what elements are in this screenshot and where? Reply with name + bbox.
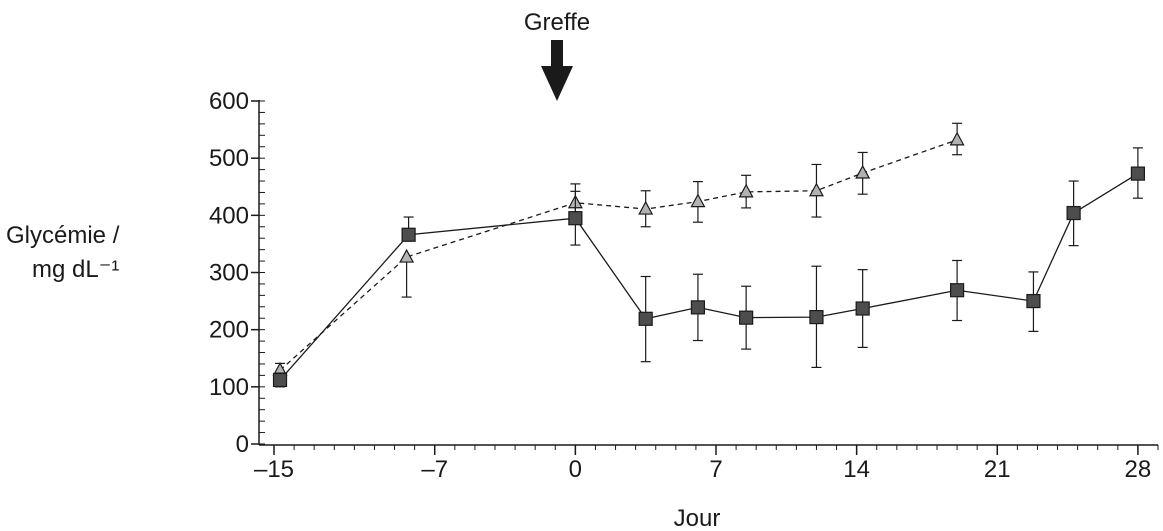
x-axis-title: Jour: [674, 505, 721, 531]
data-point-triangle: [855, 164, 871, 179]
x-tick-label: –7: [421, 456, 448, 483]
series-square: [272, 147, 1146, 388]
y-tick-label: 400: [209, 202, 249, 229]
series-line: [279, 139, 958, 371]
y-axis-title-line1: Glycémie /: [6, 222, 120, 249]
x-tick-label: 21: [984, 456, 1011, 483]
data-point-triangle: [949, 131, 965, 146]
y-axis-title-line2: mg dL⁻¹: [32, 256, 119, 283]
y-tick-label: 300: [209, 260, 249, 287]
data-point-square: [855, 301, 870, 316]
graft-annotation-label: Greffe: [524, 9, 590, 36]
y-tick-label: 0: [236, 431, 249, 458]
data-point-square: [949, 283, 965, 298]
y-tick-label: 200: [209, 317, 249, 344]
data-point-square: [1130, 166, 1146, 181]
data-point-triangle: [399, 248, 415, 263]
y-tick-label: 600: [209, 88, 249, 115]
data-point-square: [401, 227, 416, 242]
x-tick-label: 0: [569, 456, 582, 483]
data-point-triangle: [638, 200, 654, 215]
data-point-square: [272, 372, 288, 388]
data-point-triangle: [808, 182, 824, 197]
data-point-square: [739, 310, 754, 325]
data-point-triangle: [690, 193, 706, 208]
series-line: [279, 173, 1139, 381]
x-tick-label: –15: [254, 456, 294, 483]
data-point-square: [1066, 205, 1081, 221]
x-tick-label: 7: [709, 456, 722, 483]
y-tick-label: 500: [209, 145, 249, 172]
graft-arrow-icon: [541, 40, 573, 101]
series-triangle: [272, 122, 965, 383]
data-point-square: [568, 211, 583, 226]
data-point-square: [809, 309, 824, 325]
axes: [258, 100, 1158, 446]
x-tick-label: 28: [1125, 456, 1152, 483]
data-point-square: [690, 300, 706, 315]
data-point-square: [638, 311, 653, 326]
y-tick-label: 100: [209, 374, 249, 401]
data-point-square: [1026, 293, 1041, 309]
x-tick-label: 14: [843, 456, 870, 483]
data-point-triangle: [738, 183, 754, 198]
